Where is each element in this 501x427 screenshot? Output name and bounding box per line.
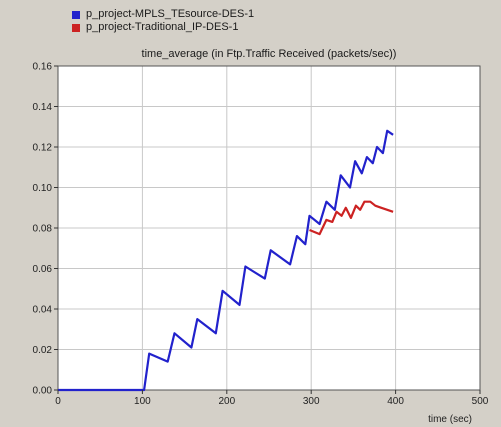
series-line-traditional-ip <box>309 200 394 236</box>
legend-swatch-mpls <box>72 10 80 19</box>
x-axis-label: time (sec) <box>428 414 472 425</box>
x-tick-label: 0 <box>55 396 61 407</box>
y-tick-label: 0.02 <box>33 345 53 356</box>
x-tick-label: 400 <box>387 396 404 407</box>
legend: p_project-MPLS_TEsource-DES-1 p_project-… <box>72 8 254 34</box>
y-tick-label: 0.16 <box>33 62 53 73</box>
legend-item-traditional-ip: p_project-Traditional_IP-DES-1 <box>72 21 254 34</box>
x-tick-label: 300 <box>303 396 320 407</box>
y-tick-label: 0.00 <box>33 386 53 397</box>
y-tick-label: 0.12 <box>33 143 53 154</box>
x-tick-label: 100 <box>134 396 151 407</box>
x-tick-label: 200 <box>218 396 235 407</box>
y-tick-label: 0.04 <box>33 305 53 316</box>
legend-item-mpls: p_project-MPLS_TEsource-DES-1 <box>72 8 254 21</box>
y-tick-label: 0.08 <box>33 224 53 235</box>
y-tick-label: 0.06 <box>33 264 53 275</box>
series-line-mpls <box>58 129 394 392</box>
chart-title: time_average (in Ftp.Traffic Received (p… <box>141 48 397 60</box>
legend-swatch-traditional-ip <box>72 23 80 32</box>
x-tick-label: 500 <box>472 396 489 407</box>
y-tick-label: 0.14 <box>33 102 53 113</box>
legend-label-traditional-ip: p_project-Traditional_IP-DES-1 <box>86 21 239 33</box>
legend-label-mpls: p_project-MPLS_TEsource-DES-1 <box>86 8 255 20</box>
y-tick-label: 0.10 <box>33 183 53 194</box>
